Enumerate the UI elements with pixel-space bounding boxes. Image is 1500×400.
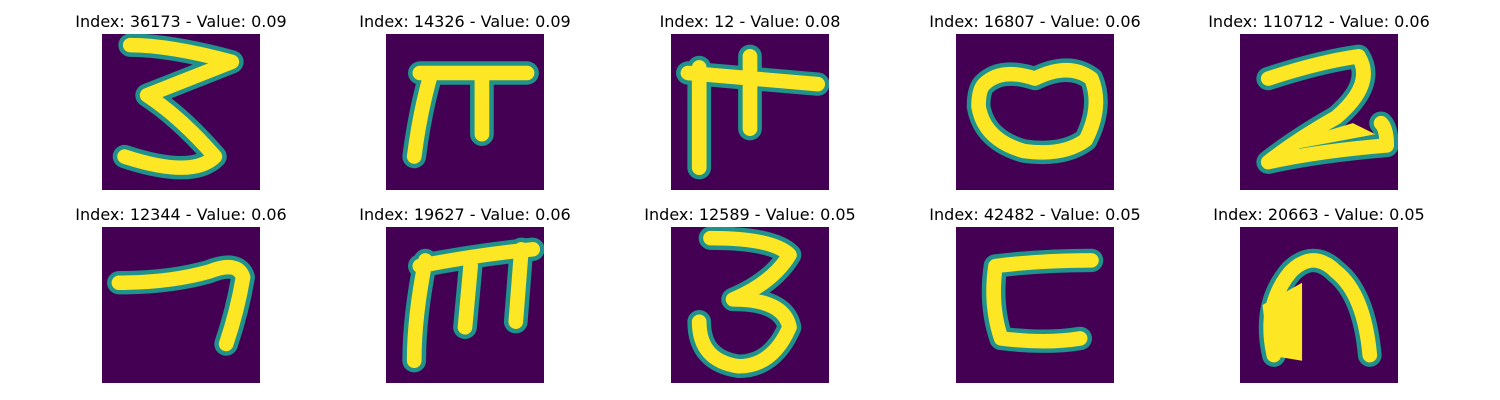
image-panel-1: Index: 36173 - Value: 0.09 — [31, 12, 331, 202]
glyph-image — [956, 227, 1114, 383]
glyph-image — [102, 34, 260, 190]
image-panel-5: Index: 110712 - Value: 0.06 — [1169, 12, 1469, 202]
image-panel-8: Index: 12589 - Value: 0.05 — [600, 205, 900, 395]
glyph-image — [102, 227, 260, 383]
panel-title: Index: 110712 - Value: 0.06 — [1208, 12, 1430, 31]
glyph-image — [1240, 34, 1398, 190]
panel-title: Index: 19627 - Value: 0.06 — [359, 205, 571, 224]
glyph-image — [956, 34, 1114, 190]
image-panel-2: Index: 14326 - Value: 0.09 — [315, 12, 615, 202]
panel-title: Index: 12344 - Value: 0.06 — [75, 205, 287, 224]
panel-title: Index: 20663 - Value: 0.05 — [1213, 205, 1425, 224]
panel-title: Index: 16807 - Value: 0.06 — [929, 12, 1141, 31]
glyph-image — [671, 227, 829, 383]
glyph-image — [671, 34, 829, 190]
panel-title: Index: 14326 - Value: 0.09 — [359, 12, 571, 31]
image-panel-3: Index: 12 - Value: 0.08 — [600, 12, 900, 202]
panel-title: Index: 36173 - Value: 0.09 — [75, 12, 287, 31]
image-panel-9: Index: 42482 - Value: 0.05 — [885, 205, 1185, 395]
image-panel-7: Index: 19627 - Value: 0.06 — [315, 205, 615, 395]
image-panel-4: Index: 16807 - Value: 0.06 — [885, 12, 1185, 202]
image-panel-6: Index: 12344 - Value: 0.06 — [31, 205, 331, 395]
glyph-image — [386, 227, 544, 383]
glyph-image — [1240, 227, 1398, 383]
panel-title: Index: 12 - Value: 0.08 — [659, 12, 841, 31]
image-panel-10: Index: 20663 - Value: 0.05 — [1169, 205, 1469, 395]
panel-title: Index: 42482 - Value: 0.05 — [929, 205, 1141, 224]
glyph-image — [386, 34, 544, 190]
panel-title: Index: 12589 - Value: 0.05 — [644, 205, 856, 224]
